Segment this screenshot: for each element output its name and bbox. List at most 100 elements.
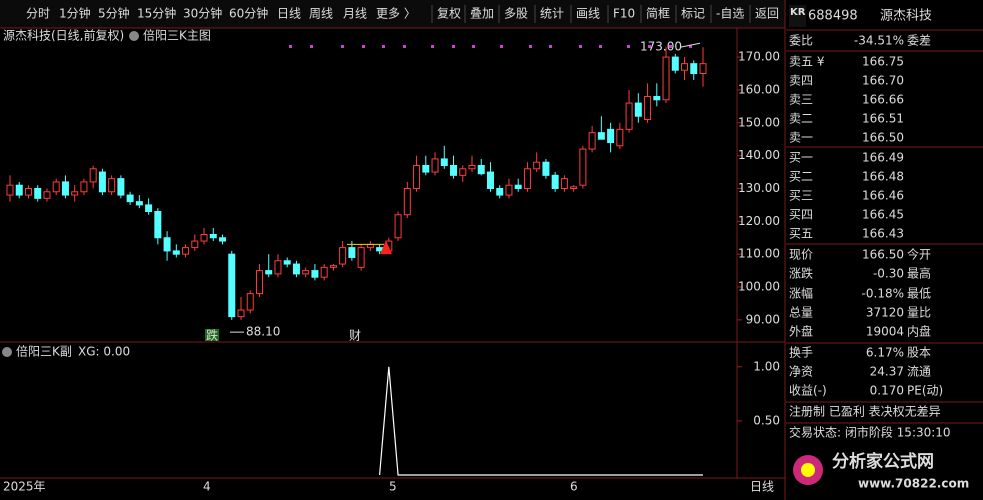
period-tab[interactable]: 更多 〉 <box>376 7 416 21</box>
candle-body <box>182 247 190 255</box>
candle-body <box>551 174 559 189</box>
candle-body <box>681 63 689 71</box>
candle-body <box>644 96 652 120</box>
watermark-name: 分析家公式网 <box>832 451 934 472</box>
watermark-url: www.70822.com <box>858 477 969 491</box>
tool-button[interactable]: 画线 <box>576 7 600 21</box>
quote-label: 内盘 <box>907 324 931 339</box>
signal-dot <box>549 45 552 48</box>
candle-body <box>228 253 236 318</box>
indicator-name[interactable]: 倍阳三K主图 <box>143 28 211 43</box>
candle-body <box>523 168 531 189</box>
signal-dots <box>289 45 692 48</box>
candle-body <box>34 187 42 199</box>
quote-label: 最低 <box>907 287 931 301</box>
period-tab[interactable]: 月线 <box>343 7 367 21</box>
trade-status: 交易状态: 闭市阶段 15:30:10 <box>789 425 951 440</box>
indicator-name[interactable]: 倍阳三K副 <box>16 344 72 359</box>
candle-body <box>80 181 88 193</box>
period-tab[interactable]: 周线 <box>309 7 333 21</box>
candle-body <box>459 168 467 176</box>
y-tick-label: 160.00 <box>738 82 780 96</box>
signal-dot <box>627 45 630 48</box>
candle-body <box>237 309 245 318</box>
candle-body <box>560 178 568 189</box>
quote-label: 涨跌 <box>789 266 813 281</box>
quote-label: 现价 <box>789 248 813 262</box>
signal-dot <box>529 45 532 48</box>
tool-button[interactable]: 标记 <box>681 7 705 21</box>
signal-dot <box>472 45 475 48</box>
signal-dot <box>452 45 455 48</box>
candle-body <box>671 56 679 71</box>
quote-value: 19004 <box>866 325 904 339</box>
quote-label: 买二 <box>789 170 813 184</box>
quote-label: 净资 <box>789 365 813 379</box>
tool-button[interactable]: -自选 <box>716 7 744 21</box>
quote-value: 166.48 <box>862 170 904 184</box>
tool-button[interactable]: 复权 <box>437 7 461 21</box>
y-tick-label: 0.50 <box>753 413 780 427</box>
candle-body <box>607 128 615 143</box>
signal-dot <box>431 45 434 48</box>
quote-label: 涨幅 <box>789 286 813 301</box>
quote-value: 6.17% <box>866 346 904 360</box>
candle-body <box>699 63 707 75</box>
candle-body <box>191 240 199 249</box>
tool-button[interactable]: 多股 <box>504 7 528 21</box>
candle-body <box>265 270 273 275</box>
quote-tags: 注册制 已盈利 表决权无差异 <box>789 404 941 419</box>
quote-label: 今开 <box>907 247 931 262</box>
period-tab[interactable]: 15分钟 <box>137 6 176 21</box>
candle-body <box>172 250 180 255</box>
candle-body <box>422 164 430 173</box>
badge <box>789 5 806 27</box>
candle-body <box>6 184 14 196</box>
candle-body <box>570 186 578 189</box>
period-tab[interactable]: 分时 <box>26 7 50 21</box>
candle-body <box>126 194 134 203</box>
period-tab[interactable]: 30分钟 <box>183 6 222 21</box>
period-tab[interactable]: 日线 <box>277 7 301 21</box>
tool-button[interactable]: F10 <box>613 7 635 21</box>
low-label: 88.10 <box>246 325 280 339</box>
period-tab[interactable]: 5分钟 <box>98 6 130 21</box>
quote-value: 37120 <box>866 306 904 320</box>
signal-box <box>205 329 219 341</box>
quote-label: 卖四 <box>789 74 813 88</box>
quote-value: 166.75 <box>862 55 904 69</box>
period-label: 日线 <box>750 480 774 494</box>
period-tab[interactable]: 1分钟 <box>59 6 91 21</box>
quote-label: 买四 <box>789 208 813 222</box>
signal-dot <box>689 45 692 48</box>
tool-button[interactable]: 简框 <box>646 7 670 21</box>
quote-value: 166.66 <box>862 93 904 107</box>
candle-body <box>616 128 624 147</box>
signal-dot <box>648 45 651 48</box>
badge-text: KR <box>790 7 806 18</box>
candle-body <box>450 164 458 176</box>
quote-label: 卖五 ¥ <box>789 55 825 69</box>
pointer <box>679 42 701 48</box>
candle-body <box>329 265 337 268</box>
quote-value: 24.37 <box>870 365 904 379</box>
tool-button[interactable]: 返回 <box>755 7 779 21</box>
marker <box>380 240 392 255</box>
quote-value: 166.50 <box>862 248 904 262</box>
quote-value: 166.49 <box>862 151 904 165</box>
candle-body <box>477 164 485 175</box>
quote-label: 收益(-) <box>789 384 827 398</box>
period-tab[interactable]: 60分钟 <box>229 6 268 21</box>
tool-button[interactable]: 统计 <box>540 7 564 21</box>
indicator-icon <box>129 31 139 41</box>
quote-value: 166.45 <box>862 208 904 222</box>
quote-label: 股本 <box>907 346 931 360</box>
candle-body <box>533 161 541 170</box>
x-tick-label: 4 <box>203 480 211 494</box>
stock-name: 源杰科技 <box>880 9 932 24</box>
candle-body <box>403 187 411 216</box>
tool-button[interactable]: 叠加 <box>470 7 494 21</box>
y-tick-label: 140.00 <box>738 148 780 162</box>
signal: 财 <box>349 329 361 343</box>
